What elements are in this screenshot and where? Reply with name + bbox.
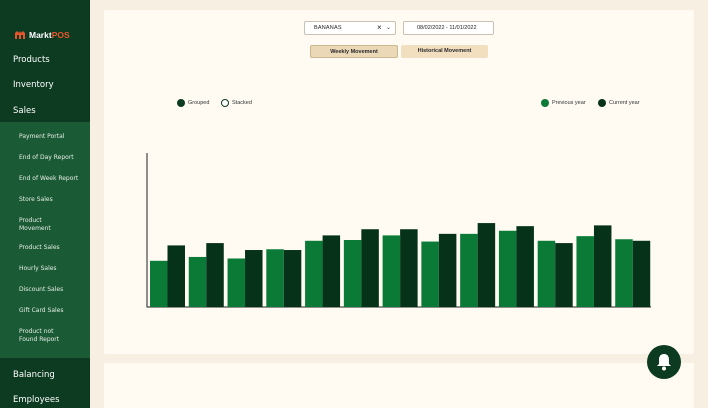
option-grouped-label: Grouped [188,100,210,106]
legend-swatch-current [598,99,606,107]
sidebar-item-employees[interactable]: Employees [13,395,60,405]
option-stacked-label: Stacked [232,100,252,106]
bar-previous-year[interactable] [305,240,323,307]
submenu-item-product-movement[interactable]: Product Movement [19,217,51,232]
sales-submenu: Payment Portal End of Day Report End of … [0,122,90,358]
sidebar-item-products[interactable]: Products [13,55,50,65]
sidebar-item-balancing[interactable]: Balancing [13,370,55,380]
brand-logo[interactable]: MarktPOS [14,30,70,40]
legend-previous-year: Previous year [541,99,586,107]
legend-current-year: Current year [598,99,640,107]
bell-icon [657,354,671,371]
product-select[interactable]: BANANAS × ⌄ [304,21,396,35]
bar-previous-year[interactable] [576,236,594,307]
option-stacked[interactable]: Stacked [221,99,252,107]
submenu-item-product-sales[interactable]: Product Sales [19,244,60,251]
bar-current-year[interactable] [361,229,379,307]
bar-current-year[interactable] [400,229,418,307]
submenu-item-product-not-found-report[interactable]: Product not Found Report [19,328,60,343]
bar-previous-year[interactable] [615,239,633,307]
sidebar-item-inventory[interactable]: Inventory [13,80,54,90]
submenu-item-end-of-day-report[interactable]: End of Day Report [19,154,74,161]
product-select-value: BANANAS [314,25,342,31]
submenu-item-hourly-sales[interactable]: Hourly Sales [19,265,57,272]
clear-icon[interactable]: × [377,23,382,32]
radio-unselected-icon [221,99,229,107]
bar-previous-year[interactable] [421,241,439,307]
bar-current-year[interactable] [206,243,224,307]
logo-icon [15,31,25,39]
secondary-card [104,363,694,408]
bar-current-year[interactable] [245,250,263,307]
tab-weekly-movement[interactable]: Weekly Movement [310,45,398,58]
submenu-item-store-sales[interactable]: Store Sales [19,196,53,203]
legend-label-current: Current year [609,100,640,106]
chevron-down-icon[interactable]: ⌄ [386,25,392,31]
submenu-item-end-of-week-report[interactable]: End of Week Report [19,175,79,182]
brand-name: MarktPOS [29,30,70,40]
legend-label-previous: Previous year [552,100,586,106]
bar-previous-year[interactable] [266,249,284,307]
bar-previous-year[interactable] [382,235,401,307]
submenu-item-gift-card-sales[interactable]: Gift Card Sales [19,307,64,314]
tab-historical-movement[interactable]: Historical Movement [401,45,488,58]
submenu-item-discount-sales[interactable]: Discount Sales [19,286,64,293]
bar-current-year[interactable] [593,225,612,307]
date-range-value: 08/02/2022 - 11/01/2022 [417,25,477,31]
bar-previous-year[interactable] [188,256,207,307]
bar-previous-year[interactable] [150,260,168,307]
bar-previous-year[interactable] [498,230,517,307]
bar-current-year[interactable] [632,240,651,307]
bar-current-year[interactable] [322,235,341,307]
bar-current-year[interactable] [283,250,302,307]
notification-button[interactable] [647,345,681,379]
bar-current-year[interactable] [477,223,496,307]
submenu-item-payment-portal[interactable]: Payment Portal [19,133,65,140]
bar-current-year[interactable] [555,243,573,307]
sidebar-item-sales[interactable]: Sales [13,106,36,116]
bar-previous-year[interactable] [460,233,478,307]
bar-previous-year[interactable] [227,258,246,307]
bar-current-year[interactable] [516,226,534,307]
radio-selected-icon [177,99,185,107]
option-grouped[interactable]: Grouped [177,99,209,107]
bar-previous-year[interactable] [537,240,556,307]
legend-swatch-previous [541,99,549,107]
sidebar: MarktPOS Products Inventory Sales Paymen… [0,0,90,408]
date-range-field[interactable]: 08/02/2022 - 11/01/2022 [403,21,494,35]
bar-current-year[interactable] [438,233,457,307]
bar-previous-year[interactable] [343,240,362,307]
bar-current-year[interactable] [167,245,186,307]
